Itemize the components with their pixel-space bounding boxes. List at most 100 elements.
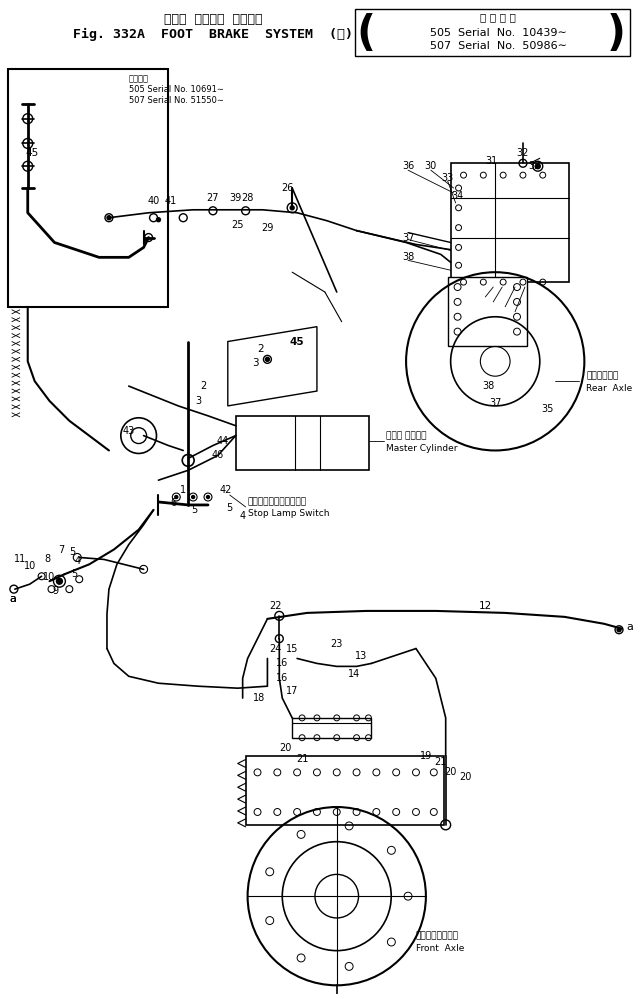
Text: 26: 26 xyxy=(281,183,293,193)
Text: Rear  Axle: Rear Axle xyxy=(586,384,632,393)
Text: 14: 14 xyxy=(349,669,361,679)
Text: 13: 13 xyxy=(356,651,368,661)
Text: 22: 22 xyxy=(269,601,282,611)
Text: 33: 33 xyxy=(442,173,454,183)
Text: 507  Serial  No.  50986∼: 507 Serial No. 50986∼ xyxy=(429,41,567,51)
Circle shape xyxy=(207,496,209,499)
Text: 44: 44 xyxy=(217,436,229,446)
Text: 45: 45 xyxy=(290,337,304,347)
Text: フロントアクスル: フロントアクスル xyxy=(416,931,459,940)
Text: フート  ブレーキ  システム: フート ブレーキ システム xyxy=(164,13,262,26)
Text: 505  Serial  No.  10439∼: 505 Serial No. 10439∼ xyxy=(429,28,567,38)
Text: 21: 21 xyxy=(435,757,447,767)
Text: 10: 10 xyxy=(24,561,36,571)
Text: 505 Serial No. 10691∼: 505 Serial No. 10691∼ xyxy=(129,86,223,95)
Text: 6: 6 xyxy=(170,498,177,507)
Text: 9: 9 xyxy=(53,586,58,596)
Circle shape xyxy=(175,496,178,499)
Text: 5: 5 xyxy=(191,504,197,514)
Circle shape xyxy=(192,496,195,499)
Text: (: ( xyxy=(356,13,376,55)
Text: 46: 46 xyxy=(212,451,224,461)
Text: 4: 4 xyxy=(74,556,80,566)
Text: Front  Axle: Front Axle xyxy=(416,944,464,953)
Text: 5: 5 xyxy=(227,502,233,512)
Text: 35: 35 xyxy=(541,404,554,414)
Circle shape xyxy=(535,164,541,169)
Text: 34: 34 xyxy=(451,191,464,201)
Text: マスタ シリンダ: マスタ シリンダ xyxy=(386,432,427,441)
Text: 2: 2 xyxy=(257,345,264,355)
Text: 38: 38 xyxy=(402,253,414,263)
Text: 28: 28 xyxy=(241,193,254,203)
Text: Stop Lamp Switch: Stop Lamp Switch xyxy=(248,509,329,518)
Text: 10: 10 xyxy=(44,572,56,582)
Text: 37: 37 xyxy=(402,233,414,243)
Text: 18: 18 xyxy=(254,693,266,703)
Text: リヤアクスル: リヤアクスル xyxy=(586,372,619,381)
Text: 25: 25 xyxy=(232,220,244,230)
Text: 23: 23 xyxy=(331,638,343,648)
Text: Master Cylinder: Master Cylinder xyxy=(386,444,458,453)
Text: 39: 39 xyxy=(230,193,242,203)
Bar xyxy=(354,9,630,56)
Circle shape xyxy=(56,578,62,584)
Text: 507 Serial No. 51550∼: 507 Serial No. 51550∼ xyxy=(129,96,223,105)
Text: 37: 37 xyxy=(489,398,501,408)
Text: 15: 15 xyxy=(286,643,299,653)
Text: 24: 24 xyxy=(269,643,282,653)
Text: ): ) xyxy=(607,13,626,55)
Polygon shape xyxy=(228,327,317,406)
Text: 20: 20 xyxy=(459,772,472,782)
Bar xyxy=(447,277,527,347)
Text: 5: 5 xyxy=(71,569,78,579)
Text: a: a xyxy=(10,594,16,604)
Text: 38: 38 xyxy=(482,381,494,391)
Text: 16: 16 xyxy=(276,673,288,683)
Text: 33: 33 xyxy=(529,161,541,171)
Text: 45: 45 xyxy=(25,148,39,159)
Text: 30: 30 xyxy=(425,161,437,171)
Text: Fig. 332A  FOOT  BRAKE  SYSTEM  (Ⅱ): Fig. 332A FOOT BRAKE SYSTEM (Ⅱ) xyxy=(73,28,353,41)
Text: 1: 1 xyxy=(180,486,186,496)
Text: 19: 19 xyxy=(420,750,432,760)
Text: 31: 31 xyxy=(485,156,498,166)
Text: ストップランプスイッチ: ストップランプスイッチ xyxy=(248,498,307,506)
Text: 3: 3 xyxy=(252,359,259,369)
Text: 32: 32 xyxy=(517,148,529,159)
Text: 42: 42 xyxy=(220,486,232,496)
Text: 16: 16 xyxy=(276,658,288,668)
Text: 43: 43 xyxy=(123,426,135,436)
Bar xyxy=(8,69,168,307)
Text: 27: 27 xyxy=(207,193,219,203)
Text: 11: 11 xyxy=(13,554,26,564)
Text: 4: 4 xyxy=(239,510,246,520)
Text: 41: 41 xyxy=(164,196,177,206)
Circle shape xyxy=(107,216,111,220)
Text: 17: 17 xyxy=(286,686,299,696)
Text: 8: 8 xyxy=(44,554,51,564)
Text: a: a xyxy=(626,621,633,631)
Text: 12: 12 xyxy=(479,601,492,611)
Text: 適用号機: 適用号機 xyxy=(129,75,149,84)
Circle shape xyxy=(617,627,621,631)
Text: 40: 40 xyxy=(148,196,160,206)
Text: 2: 2 xyxy=(200,381,206,391)
Text: 20: 20 xyxy=(444,767,457,777)
Bar xyxy=(292,718,372,737)
Text: 36: 36 xyxy=(402,161,414,171)
Text: 29: 29 xyxy=(261,223,273,233)
Text: 7: 7 xyxy=(58,544,65,554)
Text: 5: 5 xyxy=(69,547,75,557)
Circle shape xyxy=(290,206,294,210)
Text: 20: 20 xyxy=(279,742,291,752)
Text: 21: 21 xyxy=(296,754,308,764)
Bar xyxy=(451,163,569,282)
Circle shape xyxy=(265,358,270,362)
Bar xyxy=(236,416,369,471)
Bar xyxy=(246,755,444,825)
Text: a: a xyxy=(10,594,16,604)
Text: 適 用 号 機: 適 用 号 機 xyxy=(480,13,516,23)
Text: 3: 3 xyxy=(195,396,201,406)
Circle shape xyxy=(157,218,160,222)
